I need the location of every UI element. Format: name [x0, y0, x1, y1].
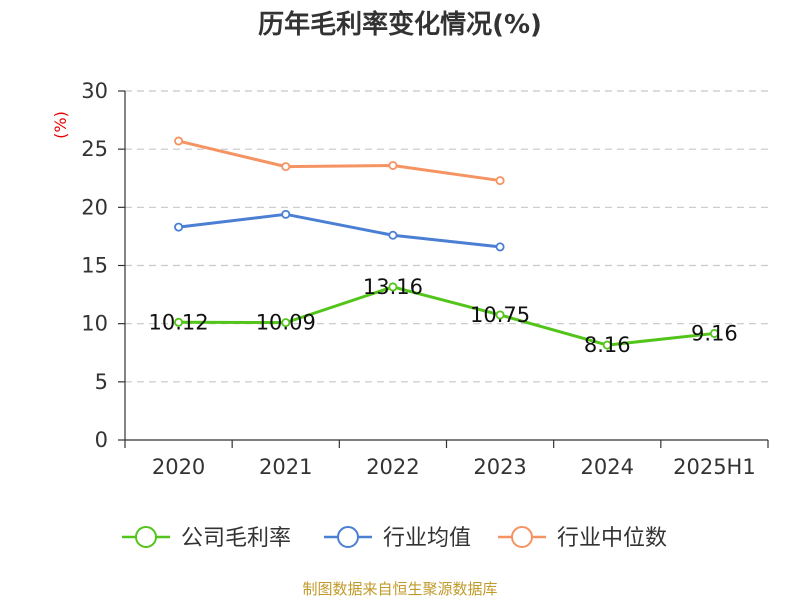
- x-tick-label: 2022: [366, 455, 419, 479]
- y-tick-label: 15: [81, 254, 108, 278]
- x-tick-label: 2024: [581, 455, 634, 479]
- legend-marker: [337, 526, 359, 548]
- data-point: [281, 162, 291, 172]
- y-tick-label: 10: [81, 312, 108, 336]
- data-point: [174, 222, 184, 232]
- data-labels: 10.12 10.09 13.16 10.75 8.16 9.16: [149, 275, 738, 357]
- data-point: [495, 242, 505, 252]
- data-label: 10.12: [149, 310, 209, 334]
- x-tick-labels: 2020 2021 2022 2023 2024 2025H1: [152, 455, 756, 479]
- legend-label: 行业均值: [383, 526, 471, 551]
- legend-label: 公司毛利率: [181, 526, 291, 551]
- y-tick-label: 5: [95, 370, 108, 394]
- x-tick-label: 2021: [259, 455, 312, 479]
- legend-marker: [135, 526, 157, 548]
- data-point: [174, 136, 184, 146]
- axes: [118, 90, 769, 448]
- y-tick-label: 0: [95, 428, 108, 452]
- data-point: [281, 209, 291, 219]
- data-label: 8.16: [584, 333, 631, 357]
- data-label: 9.16: [691, 321, 738, 345]
- data-point: [495, 176, 505, 186]
- data-point: [174, 317, 184, 327]
- y-tick-labels: 0 5 10 15 20 25 30: [81, 79, 108, 452]
- x-tick-label: 2025H1: [673, 455, 756, 479]
- data-point: [602, 340, 612, 350]
- data-point: [388, 230, 398, 240]
- series-lines: [174, 136, 719, 350]
- x-tick-label: 2023: [473, 455, 526, 479]
- data-point: [709, 328, 719, 338]
- series-line: [178, 139, 501, 183]
- source-note: 制图数据来自恒生聚源数据库: [302, 580, 497, 598]
- chart-title: 历年毛利率变化情况(%): [258, 9, 542, 40]
- y-tick-label: 20: [81, 195, 108, 219]
- y-tick-label: 25: [81, 137, 108, 161]
- data-point: [388, 160, 398, 170]
- legend-label: 行业中位数: [557, 526, 667, 551]
- legend-marker: [511, 526, 533, 548]
- x-tick-label: 2020: [152, 455, 205, 479]
- data-point: [281, 318, 291, 328]
- series-line: [178, 212, 501, 249]
- series-line: [178, 285, 715, 347]
- legend: 公司毛利率 行业均值 行业中位数: [122, 526, 667, 551]
- data-point: [388, 282, 398, 292]
- data-label: 10.75: [470, 303, 530, 327]
- data-label: 13.16: [363, 275, 423, 299]
- data-point: [495, 310, 505, 320]
- data-label: 10.09: [256, 311, 316, 335]
- y-tick-label: 30: [81, 79, 108, 103]
- y-axis-unit: (%): [51, 111, 70, 139]
